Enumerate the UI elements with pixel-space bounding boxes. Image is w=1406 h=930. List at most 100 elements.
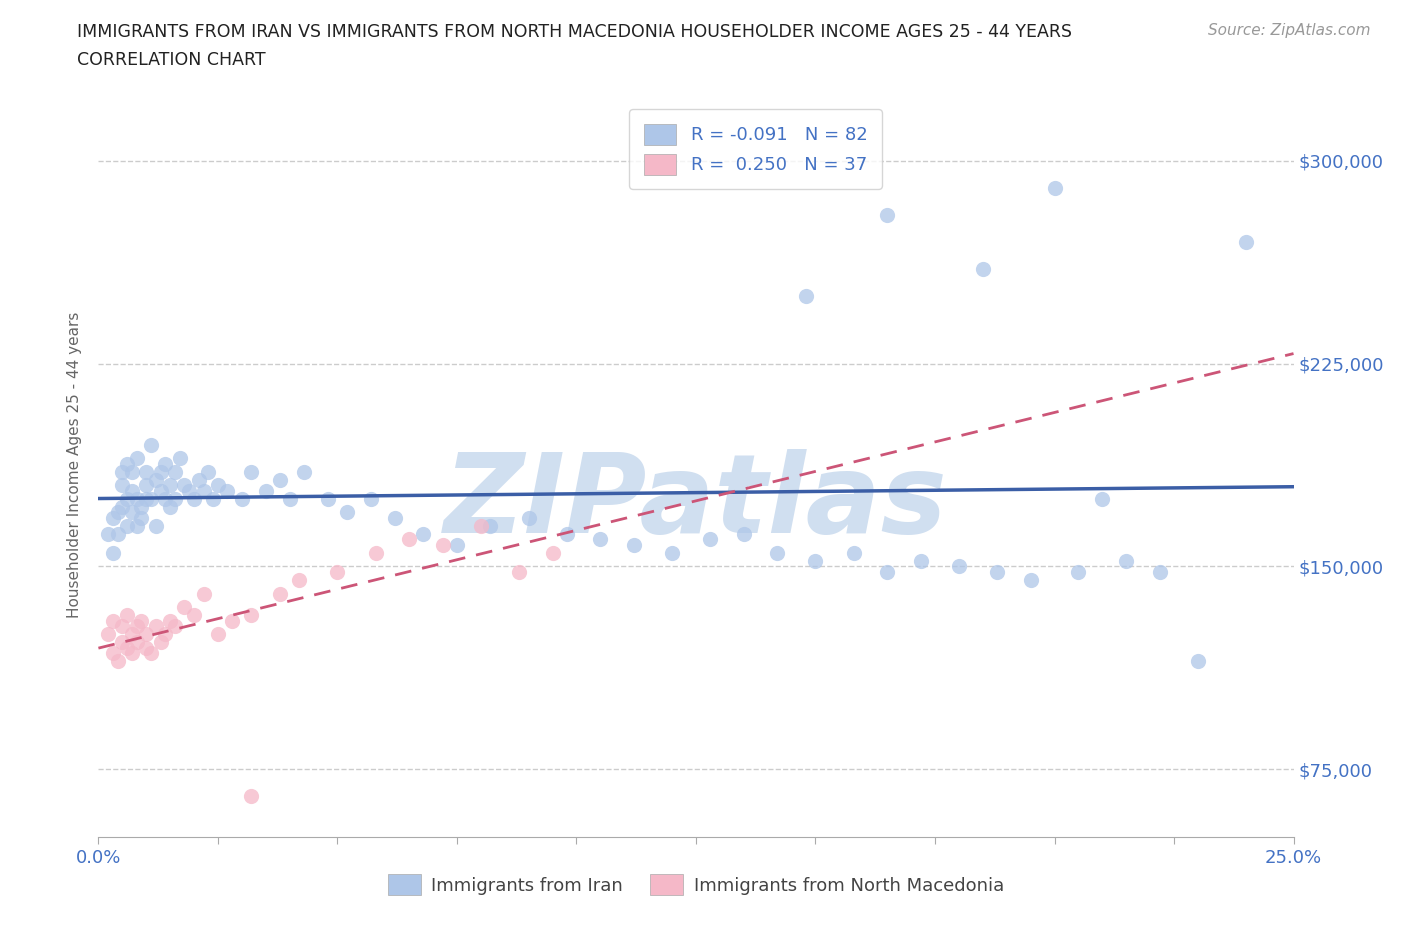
Point: [131, 511, 153, 525]
Point: [135, 464, 157, 479]
Point: [159, 613, 181, 628]
Point: [316, 491, 339, 506]
Point: [336, 505, 359, 520]
Point: [155, 491, 177, 506]
Point: [111, 464, 134, 479]
Point: [115, 640, 138, 655]
Point: [125, 635, 148, 650]
Point: [97, 526, 120, 541]
Point: [197, 464, 219, 479]
Point: [269, 586, 291, 601]
Point: [115, 491, 138, 506]
Point: [155, 627, 177, 642]
Point: [842, 546, 865, 561]
Point: [948, 559, 970, 574]
Point: [135, 478, 157, 493]
Point: [111, 478, 134, 493]
Point: [107, 505, 129, 520]
Point: [97, 627, 120, 642]
Point: [163, 464, 186, 479]
Point: [432, 538, 454, 552]
Text: ZIPatlas: ZIPatlas: [444, 448, 948, 556]
Point: [364, 546, 387, 561]
Point: [910, 553, 932, 568]
Point: [131, 613, 153, 628]
Point: [517, 511, 540, 525]
Y-axis label: Householder Income Ages 25 - 44 years: Householder Income Ages 25 - 44 years: [67, 312, 83, 618]
Point: [183, 491, 205, 506]
Point: [360, 491, 382, 506]
Point: [149, 484, 172, 498]
Point: [1067, 565, 1090, 579]
Point: [470, 518, 492, 533]
Point: [508, 565, 530, 579]
Point: [876, 207, 898, 222]
Point: [125, 518, 148, 533]
Point: [589, 532, 612, 547]
Point: [115, 457, 138, 472]
Point: [288, 573, 311, 588]
Point: [135, 627, 157, 642]
Point: [231, 491, 253, 506]
Point: [159, 499, 181, 514]
Point: [446, 538, 468, 552]
Point: [121, 645, 143, 660]
Point: [217, 484, 239, 498]
Point: [207, 478, 229, 493]
Point: [111, 499, 134, 514]
Point: [145, 518, 167, 533]
Point: [661, 546, 683, 561]
Point: [766, 546, 789, 561]
Point: [193, 484, 215, 498]
Point: [699, 532, 721, 547]
Point: [155, 457, 177, 472]
Point: [1043, 180, 1066, 195]
Point: [101, 645, 124, 660]
Point: [1115, 553, 1137, 568]
Point: [163, 618, 186, 633]
Point: [254, 484, 277, 498]
Point: [972, 261, 994, 276]
Point: [169, 451, 191, 466]
Point: [876, 565, 898, 579]
Point: [173, 600, 195, 615]
Point: [121, 627, 143, 642]
Point: [207, 627, 229, 642]
Point: [163, 491, 186, 506]
Point: [121, 505, 143, 520]
Text: Source: ZipAtlas.com: Source: ZipAtlas.com: [1208, 23, 1371, 38]
Point: [139, 437, 162, 452]
Point: [221, 613, 243, 628]
Point: [139, 491, 162, 506]
Point: [179, 484, 201, 498]
Point: [623, 538, 645, 552]
Point: [479, 518, 502, 533]
Point: [125, 618, 148, 633]
Text: CORRELATION CHART: CORRELATION CHART: [77, 51, 266, 69]
Point: [107, 526, 129, 541]
Point: [183, 607, 205, 622]
Text: IMMIGRANTS FROM IRAN VS IMMIGRANTS FROM NORTH MACEDONIA HOUSEHOLDER INCOME AGES : IMMIGRANTS FROM IRAN VS IMMIGRANTS FROM …: [77, 23, 1073, 41]
Point: [278, 491, 301, 506]
Point: [121, 464, 143, 479]
Point: [107, 654, 129, 669]
Point: [384, 511, 406, 525]
Point: [159, 478, 181, 493]
Point: [115, 518, 138, 533]
Point: [733, 526, 755, 541]
Point: [541, 546, 564, 561]
Point: [794, 288, 817, 303]
Point: [326, 565, 349, 579]
Point: [187, 472, 209, 487]
Point: [240, 607, 263, 622]
Legend: Immigrants from Iran, Immigrants from North Macedonia: Immigrants from Iran, Immigrants from No…: [381, 867, 1011, 902]
Point: [125, 451, 148, 466]
Point: [125, 491, 148, 506]
Point: [412, 526, 434, 541]
Point: [111, 635, 134, 650]
Point: [115, 607, 138, 622]
Point: [101, 511, 124, 525]
Point: [101, 546, 124, 561]
Point: [131, 499, 153, 514]
Point: [111, 618, 134, 633]
